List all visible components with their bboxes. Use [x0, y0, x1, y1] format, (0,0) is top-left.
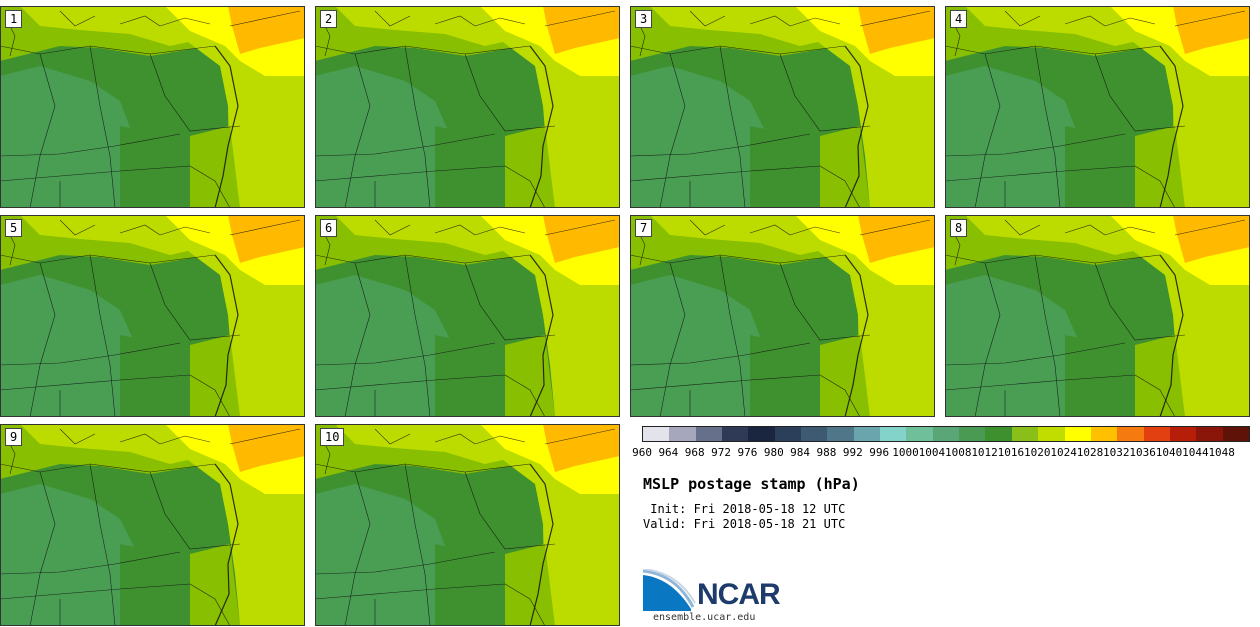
colorbar-tick-label: 1036: [1129, 446, 1156, 459]
colorbar-swatch: [1169, 427, 1197, 441]
colorbar-tick-label: 1040: [1155, 446, 1183, 459]
member-number-label: 10: [320, 428, 345, 446]
colorbar-tick-label: 1012: [971, 446, 998, 459]
colorbar-swatch: [1090, 427, 1118, 441]
colorbar-tick-label: 1008: [944, 446, 972, 459]
mslp-map: [0, 6, 305, 208]
colorbar-tick-label: 992: [842, 446, 863, 459]
colorbar-swatch: [906, 427, 933, 441]
colorbar-tick-label: 1028: [1076, 446, 1104, 459]
colorbar-swatch: [1117, 427, 1144, 441]
colorbar-swatch: [722, 427, 749, 441]
ensemble-member-panel: 7: [630, 215, 935, 417]
colorbar-labels: 960 964 968 972 976 980 984 988 992 996 1000 1004 10…: [632, 446, 1252, 460]
member-number-label: 5: [5, 219, 23, 237]
ensemble-member-panel: 9: [0, 424, 305, 626]
member-number-label: 3: [635, 10, 653, 28]
colorbar-tick-label: 996: [869, 446, 890, 459]
colorbar-tick-label: 1024: [1050, 446, 1077, 459]
mslp-map: [630, 6, 935, 208]
colorbar-swatch: [801, 427, 828, 441]
colorbar-tick-label: 972: [711, 446, 732, 459]
colorbar: [642, 426, 1250, 442]
colorbar-swatch: [1143, 427, 1170, 441]
colorbar-tick-label: 1044: [1182, 446, 1209, 459]
ensemble-member-panel: 3: [630, 6, 935, 208]
mslp-map: [0, 424, 305, 626]
colorbar-tick-label: 1004: [918, 446, 946, 459]
ensemble-member-panel: 6: [315, 215, 620, 417]
colorbar-tick-label: 976: [737, 446, 758, 459]
colorbar-swatch: [880, 427, 907, 441]
colorbar-swatch: [1064, 427, 1091, 441]
member-number-label: 8: [950, 219, 968, 237]
colorbar-tick-label: 1020: [1024, 446, 1051, 459]
ncar-logo-icon: [643, 569, 696, 611]
colorbar-tick-label: 968: [684, 446, 705, 459]
member-number-label: 9: [5, 428, 23, 446]
ensemble-member-panel: 4: [945, 6, 1250, 208]
colorbar-tick-label: 1016: [997, 446, 1025, 459]
colorbar-tick-label: 1000: [892, 446, 919, 459]
colorbar-swatch: [932, 427, 960, 441]
mslp-map: [315, 215, 620, 417]
colorbar-swatch: [695, 427, 723, 441]
ensemble-member-panel: 1: [0, 6, 305, 208]
colorbar-tick-label: 960: [632, 446, 652, 459]
colorbar-tick-label: 988: [816, 446, 837, 459]
mslp-map: [630, 215, 935, 417]
colorbar-tick-label: 984: [790, 446, 811, 459]
colorbar-swatch: [1222, 427, 1249, 441]
colorbar-swatch: [774, 427, 802, 441]
colorbar-swatch: [1011, 427, 1039, 441]
colorbar-swatch: [748, 427, 775, 441]
ensemble-member-panel: 5: [0, 215, 305, 417]
mslp-map: [0, 215, 305, 417]
init-time: Init: Fri 2018-05-18 12 UTC: [643, 502, 846, 516]
ncar-logo-text: NCAR: [697, 578, 781, 611]
colorbar-tick-label: 1048: [1208, 446, 1235, 459]
colorbar-tick-label: 1032: [1103, 446, 1130, 459]
member-number-label: 4: [950, 10, 968, 28]
ensemble-member-panel: 8: [945, 215, 1250, 417]
valid-time: Valid: Fri 2018-05-18 21 UTC: [643, 517, 846, 531]
member-number-label: 2: [320, 10, 338, 28]
website-url: ensemble.ucar.edu: [653, 612, 756, 623]
colorbar-swatch: [959, 427, 986, 441]
mslp-map: [945, 6, 1250, 208]
colorbar-swatch: [643, 427, 670, 441]
ensemble-member-panel: 10: [315, 424, 620, 626]
colorbar-tick-label: 964: [658, 446, 679, 459]
mslp-map: [315, 6, 620, 208]
chart-title: MSLP postage stamp (hPa): [643, 475, 860, 493]
colorbar-swatch: [853, 427, 881, 441]
ensemble-member-panel: 2: [315, 6, 620, 208]
colorbar-swatch: [827, 427, 854, 441]
mslp-map: [945, 215, 1250, 417]
colorbar-swatch: [985, 427, 1012, 441]
member-number-label: 6: [320, 219, 338, 237]
colorbar-swatch: [669, 427, 696, 441]
mslp-map: [315, 424, 620, 626]
colorbar-tick-label: 980: [763, 446, 784, 459]
member-number-label: 1: [5, 10, 23, 28]
colorbar-swatch: [1038, 427, 1065, 441]
colorbar-swatch: [1196, 427, 1223, 441]
member-number-label: 7: [635, 219, 653, 237]
